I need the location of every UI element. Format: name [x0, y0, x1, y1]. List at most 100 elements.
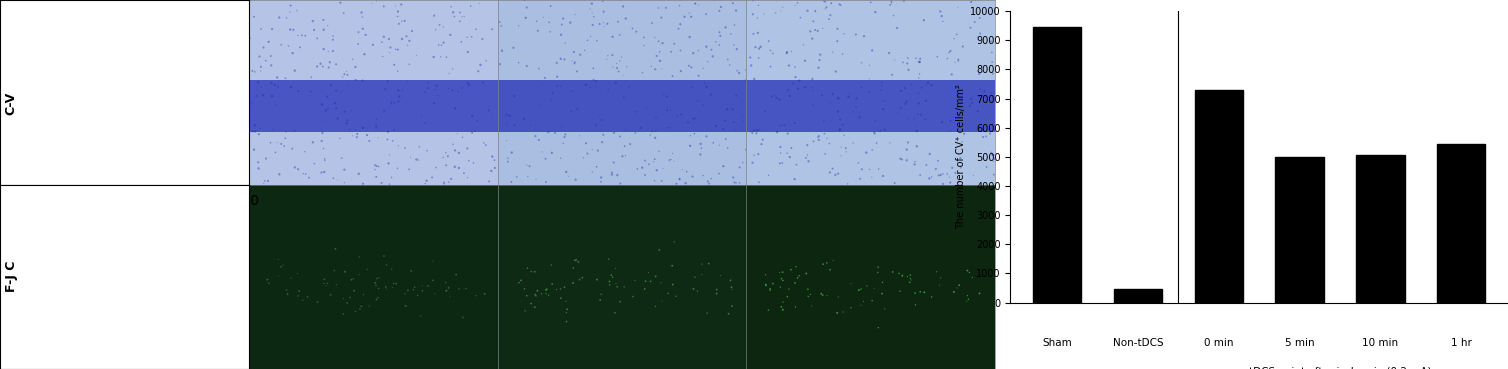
Point	[526, 66, 550, 72]
Point	[110, 120, 134, 126]
Point	[920, 174, 944, 180]
Point	[894, 157, 918, 163]
Point	[455, 34, 480, 40]
Point	[12, 289, 36, 295]
Point	[80, 97, 104, 103]
Point	[219, 3, 243, 9]
Point	[324, 282, 348, 287]
Point	[252, 45, 276, 51]
Point	[670, 112, 694, 118]
Point	[351, 292, 375, 297]
Point	[223, 53, 247, 59]
Point	[179, 280, 204, 286]
Point	[982, 159, 1006, 165]
Point	[95, 59, 119, 65]
Point	[887, 270, 911, 276]
Point	[866, 269, 890, 275]
Point	[617, 84, 641, 90]
Point	[225, 126, 249, 132]
Point	[594, 56, 618, 62]
Point	[654, 5, 679, 11]
Point	[686, 48, 710, 54]
Point	[338, 83, 362, 89]
Point	[582, 14, 606, 20]
Point	[502, 122, 526, 128]
Point	[670, 68, 694, 74]
Point	[249, 64, 273, 70]
Point	[119, 155, 143, 161]
Point	[211, 115, 235, 121]
Point	[679, 144, 703, 149]
Point	[805, 28, 829, 34]
Point	[342, 288, 366, 294]
Point	[163, 0, 187, 4]
Point	[24, 55, 48, 61]
Point	[731, 117, 756, 123]
Point	[578, 85, 602, 90]
Point	[727, 165, 751, 170]
Point	[600, 34, 624, 39]
Point	[683, 115, 707, 121]
Point	[633, 278, 657, 284]
Point	[740, 0, 765, 3]
Point	[18, 6, 42, 12]
Point	[783, 176, 807, 182]
Text: tDCS point after ischemia (0.2 mA): tDCS point after ischemia (0.2 mA)	[1249, 367, 1431, 369]
Point	[312, 280, 336, 286]
Point	[47, 104, 71, 110]
Point	[365, 174, 389, 180]
Point	[792, 42, 816, 48]
Point	[567, 133, 591, 139]
Point	[48, 5, 72, 11]
Point	[949, 155, 973, 161]
Point	[365, 276, 389, 282]
Point	[757, 307, 781, 313]
Point	[253, 58, 277, 63]
Point	[56, 10, 80, 16]
Point	[100, 256, 124, 262]
Point	[14, 157, 38, 163]
Point	[689, 261, 713, 267]
Point	[81, 289, 106, 294]
Point	[344, 77, 368, 83]
Point	[559, 58, 584, 64]
Point	[311, 17, 335, 23]
Point	[838, 305, 863, 311]
Point	[495, 112, 519, 118]
Point	[588, 21, 612, 27]
Point	[487, 19, 511, 25]
Point	[446, 286, 470, 292]
Point	[489, 23, 513, 29]
Point	[765, 130, 789, 136]
Point	[538, 29, 562, 35]
Point	[0, 1, 17, 7]
Point	[282, 68, 306, 73]
Point	[799, 303, 823, 309]
Point	[965, 34, 989, 40]
Point	[668, 176, 692, 182]
Point	[312, 276, 336, 282]
Point	[778, 93, 802, 99]
Point	[679, 143, 703, 149]
Point	[819, 117, 843, 123]
Point	[605, 172, 629, 178]
Point	[798, 292, 822, 297]
Point	[771, 307, 795, 313]
Bar	[1194, 90, 1243, 303]
Point	[516, 173, 540, 179]
Point	[375, 137, 400, 142]
Point	[449, 85, 474, 91]
Point	[262, 82, 287, 88]
Point	[878, 50, 902, 56]
Point	[89, 246, 113, 252]
Point	[434, 288, 458, 294]
Point	[14, 31, 38, 37]
Point	[400, 28, 424, 34]
Point	[240, 101, 264, 107]
Point	[722, 180, 746, 186]
Point	[365, 297, 389, 303]
Point	[391, 87, 415, 93]
Point	[890, 156, 914, 162]
Point	[416, 85, 440, 91]
Point	[388, 93, 412, 99]
